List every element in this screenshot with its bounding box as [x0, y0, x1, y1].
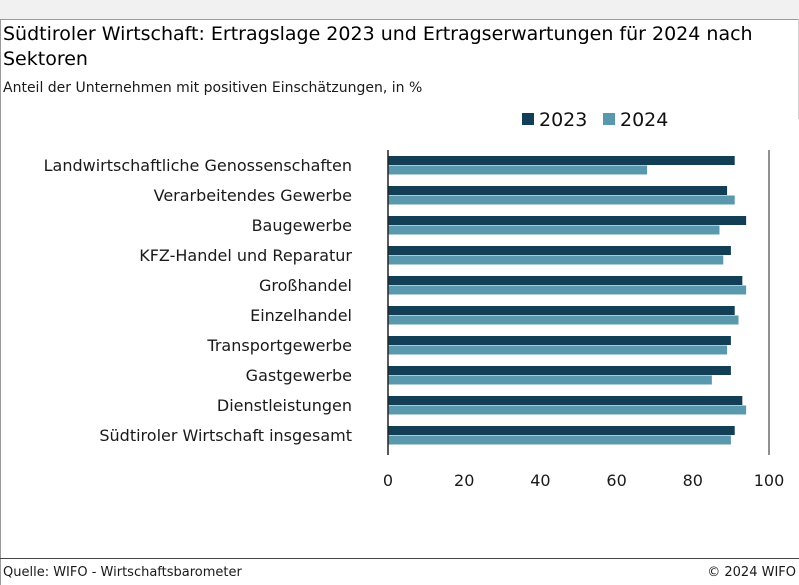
bar-2023 [388, 366, 731, 375]
bar-2023 [388, 156, 735, 165]
bar-2023 [388, 426, 735, 435]
bar-2024 [388, 255, 724, 265]
category-labels: Landwirtschaftliche Genossenschaften Vera… [44, 156, 353, 445]
x-tick-label: 0 [383, 471, 393, 490]
bar-2023 [388, 306, 735, 315]
category-label: Südtiroler Wirtschaft insgesamt [99, 426, 352, 445]
bar-2024 [388, 195, 735, 205]
category-label: Landwirtschaftliche Genossenschaften [44, 156, 352, 175]
x-tick-label: 60 [606, 471, 626, 490]
legend-swatch-2023 [522, 113, 534, 125]
bars [388, 156, 747, 445]
category-label: Großhandel [259, 276, 352, 295]
x-axis: 0 20 40 60 80 100 [383, 150, 784, 490]
category-label: Gastgewerbe [246, 366, 352, 385]
category-label: Transportgewerbe [206, 336, 352, 355]
chart-subtitle: Anteil der Unternehmen mit positiven Ein… [3, 80, 423, 96]
bar-2023 [388, 276, 743, 285]
bar-2024 [388, 225, 720, 235]
bar-chart: 2023 2024 Landwirtschaftliche Genossensch… [44, 109, 785, 490]
bar-2023 [388, 246, 731, 255]
footer-divider [0, 558, 799, 559]
left-border [0, 19, 1, 585]
x-tick-label: 40 [530, 471, 550, 490]
copyright-note: © 2024 WIFO [707, 565, 796, 580]
chart-title: Südtiroler Wirtschaft: Ertragslage 2023 … [3, 23, 753, 70]
top-toolbar-strip [0, 0, 799, 20]
category-label: Dienstleistungen [217, 396, 352, 415]
x-tick-label: 80 [683, 471, 703, 490]
bar-2023 [388, 216, 747, 225]
bar-2024 [388, 315, 739, 325]
bar-2024 [388, 345, 728, 355]
bar-2024 [388, 375, 712, 385]
bar-2024 [388, 165, 648, 175]
category-label: KFZ-Handel und Reparatur [139, 246, 352, 265]
x-tick-label: 20 [454, 471, 474, 490]
bar-2023 [388, 336, 731, 345]
category-label: Einzelhandel [250, 306, 352, 325]
category-label: Baugewerbe [252, 216, 352, 235]
x-tick-label: 100 [754, 471, 785, 490]
bar-2023 [388, 396, 743, 405]
source-note: Quelle: WIFO - Wirtschaftsbarometer [3, 565, 242, 580]
bar-2024 [388, 405, 747, 415]
legend-label-2023: 2023 [539, 109, 587, 131]
category-label: Verarbeitendes Gewerbe [154, 186, 352, 205]
chart-legend: 2023 2024 [522, 109, 668, 131]
bar-2023 [388, 186, 728, 195]
legend-swatch-2024 [603, 113, 615, 125]
bar-2024 [388, 285, 747, 295]
legend-label-2024: 2024 [620, 109, 668, 131]
bar-2024 [388, 435, 731, 445]
